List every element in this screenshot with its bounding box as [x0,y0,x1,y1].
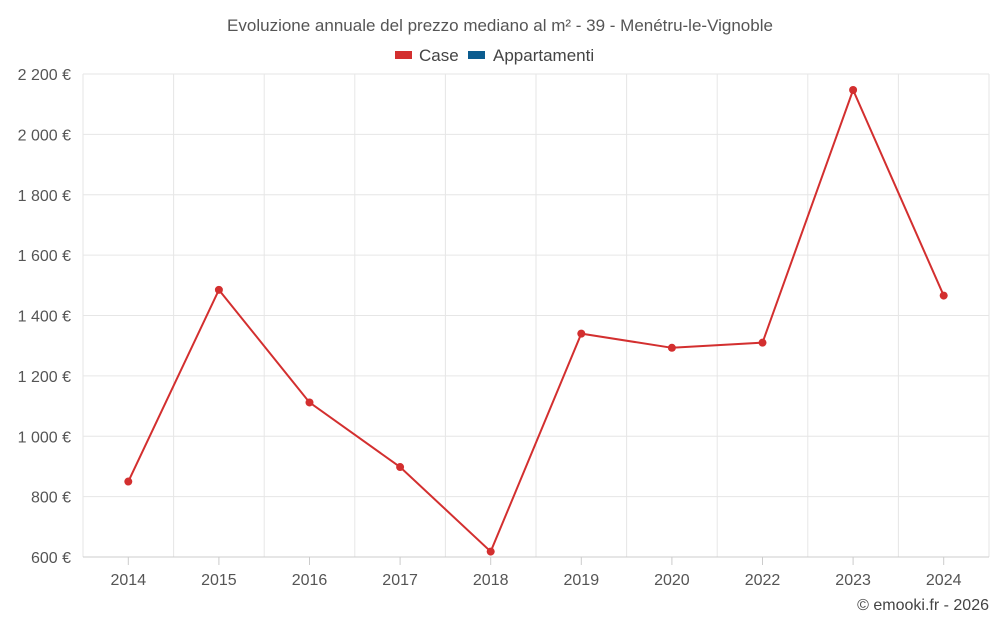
series-case [124,85,948,556]
series-line-case [127,87,945,554]
x-tick-label: 2019 [564,572,600,589]
y-tick-label: 1 600 € [18,248,71,265]
data-point[interactable] [396,463,405,472]
chart-title: Evoluzione annuale del prezzo mediano al… [227,16,773,35]
x-tick-label: 2023 [835,572,871,589]
y-tick-label: 800 € [31,490,71,507]
y-tick-label: 2 200 € [18,67,71,84]
legend-swatch-appartamenti [468,51,485,59]
x-tick-label: 2017 [382,572,418,589]
y-tick-label: 600 € [31,550,71,567]
data-point[interactable] [667,343,676,352]
data-point[interactable] [758,338,767,347]
data-point[interactable] [486,547,495,556]
legend-label-case: Case [419,46,459,65]
y-tick-label: 1 200 € [18,369,71,386]
data-point[interactable] [124,477,133,486]
credit-text: © emooki.fr - 2026 [857,597,989,614]
legend-label-appartamenti: Appartamenti [493,46,594,65]
y-tick-label: 1 000 € [18,429,71,446]
x-tick-label: 2018 [473,572,509,589]
legend-swatch-case [395,51,412,59]
y-tick-label: 2 000 € [18,127,71,144]
x-tick-label: 2016 [292,572,328,589]
legend-item-appartamenti[interactable]: Appartamenti [468,46,594,65]
legend: Case Appartamenti [395,46,594,65]
data-point[interactable] [849,85,858,94]
y-tick-label: 1 800 € [18,188,71,205]
y-tick-label: 1 400 € [18,309,71,326]
x-axis-labels: 2014 2015 2016 2017 2018 2019 2020 2022 2023 2024 [111,557,962,589]
x-tick-label: 2022 [745,572,781,589]
x-tick-label: 2014 [111,572,147,589]
data-point[interactable] [577,329,586,338]
data-point[interactable] [305,398,314,407]
x-gridlines [82,74,990,557]
y-axis-labels: 600 € 800 € 1 000 € 1 200 € 1 400 € 1 600 € 1 … [18,67,71,567]
x-tick-label: 2020 [654,572,690,589]
data-point[interactable] [214,285,223,294]
x-tick-label: 2024 [926,572,962,589]
x-tick-label: 2015 [201,572,237,589]
data-point[interactable] [939,291,948,300]
legend-item-case[interactable]: Case [395,46,459,65]
